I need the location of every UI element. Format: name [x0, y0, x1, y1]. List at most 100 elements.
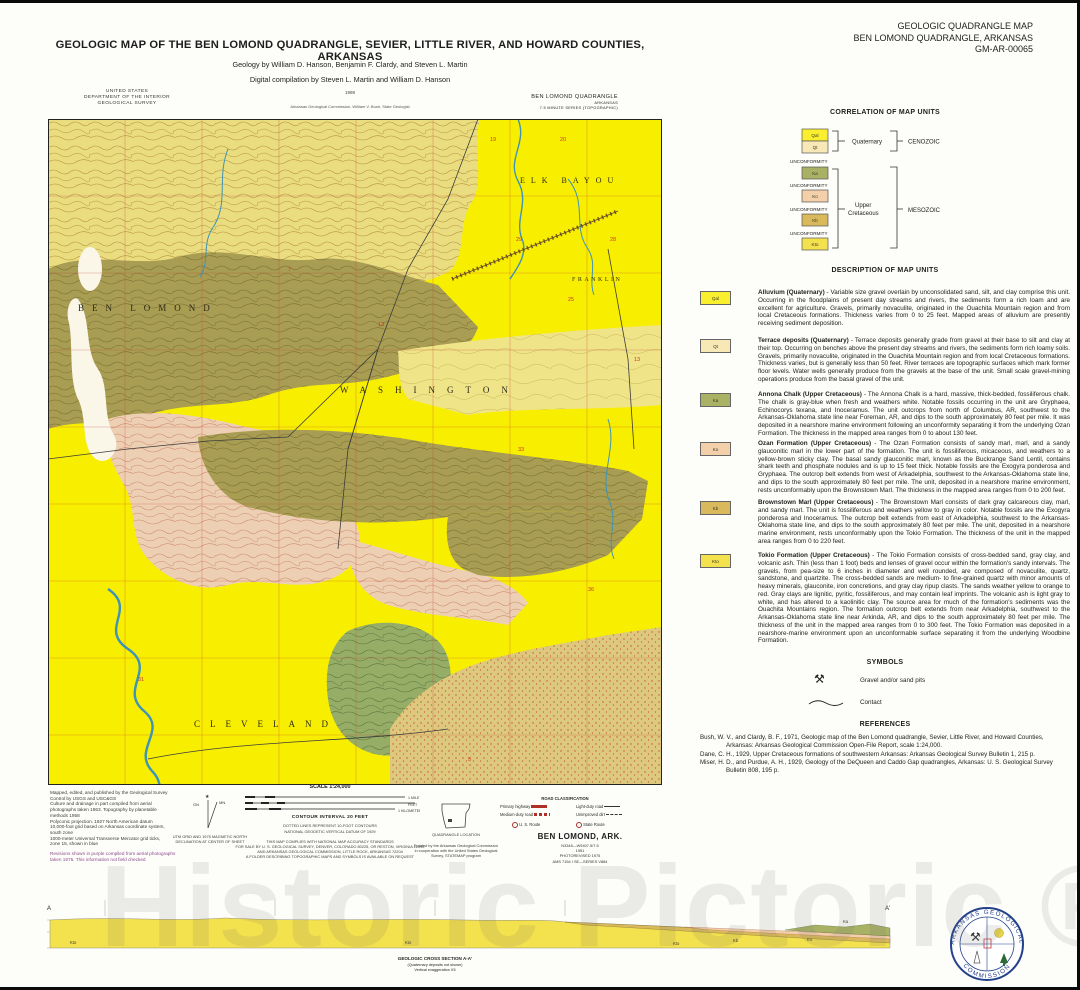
unit-text: Terrace deposits generally grade from gr… — [758, 337, 1070, 383]
svg-text:20: 20 — [560, 137, 566, 143]
seal-derrick-icon — [973, 950, 981, 964]
us-route-shield-icon — [512, 822, 518, 828]
road-class-medium: Medium-duty road — [500, 812, 551, 817]
road-classification-title: ROAD CLASSIFICATION — [541, 796, 589, 801]
railroad — [451, 209, 619, 281]
declination-diagram: ★ GN MN — [193, 794, 225, 829]
xs-station-ticks — [47, 900, 566, 949]
svg-text:Ko: Ko — [807, 937, 813, 942]
corr-box-ka — [801, 166, 829, 180]
svg-text:5: 5 — [468, 757, 471, 763]
xs-unit-labels: Kto Kto Kto Kb Ko Ka — [70, 919, 849, 946]
unit-swatch-kto: Kto — [700, 554, 731, 568]
unit-text: The Tokio Formation consists of cross-be… — [758, 552, 1070, 645]
svg-text:Vertical exaggeration X5: Vertical exaggeration X5 — [414, 968, 455, 972]
streams — [107, 119, 615, 785]
scale-feet-label: FEET — [408, 803, 418, 807]
svg-text:Kto: Kto — [405, 940, 412, 945]
brownstown-ext-contours — [446, 511, 642, 577]
swatch-code: Qt — [713, 343, 718, 349]
dotted-contour-note: DOTTED LINES REPRESENT 10-FOOT CONTOURS — [283, 823, 377, 828]
unit-name: Alluvium (Quaternary) — [758, 289, 825, 296]
unconformity-labels: UNCONFORMITY UNCONFORMITY UNCONFORMITY U… — [790, 159, 828, 236]
magnetic-north-label: MN — [219, 800, 225, 805]
svg-text:UNCONFORMITY: UNCONFORMITY — [790, 231, 828, 236]
svg-text:28: 28 — [610, 237, 616, 243]
unit-swatch-ko: Ko — [700, 442, 731, 456]
svg-text:Kto: Kto — [673, 941, 680, 946]
arkansas-geological-commission-seal: ARKANSAS GEOLOGICAL COMMISSION ⚒ — [949, 907, 1024, 981]
xs-label-a-prime: A' — [885, 906, 890, 912]
agency-header: UNITED STATES DEPARTMENT OF THE INTERIOR… — [52, 89, 202, 108]
gravel-pits-label: Gravel and/or sand pits — [860, 677, 926, 684]
unit-text: The Brownstown Marl consists of dark gra… — [758, 499, 1070, 545]
revision-notes: Revisions shown in purple compiled from … — [50, 851, 176, 862]
unit-description: Brownstown Marl (Upper Cretaceous) - The… — [758, 499, 1070, 545]
contact-line-icon — [808, 700, 844, 706]
funding-note: Funded by the Arkansas Geological Commis… — [414, 843, 498, 858]
svg-text:Kto: Kto — [70, 940, 77, 945]
svg-text:7: 7 — [288, 267, 291, 273]
map-year: 1998 — [344, 90, 355, 95]
primary-road-symbol — [531, 805, 548, 809]
svg-text:UNCONFORMITY: UNCONFORMITY — [790, 183, 828, 188]
scale-km-label: 1 KILOMETER — [398, 809, 420, 813]
quad-header-line: BEN LOMOND QUADRANGLE — [531, 94, 618, 100]
arkansas-outline-icon — [441, 803, 471, 829]
svg-text:UNCONFORMITY: UNCONFORMITY — [790, 207, 828, 212]
agency-line: UNITED STATES — [105, 89, 149, 94]
xs-brownstown-band — [564, 921, 891, 944]
svg-text:13: 13 — [634, 357, 640, 363]
section-grid — [48, 119, 662, 785]
quad-header-line: ARKANSAS — [594, 100, 618, 105]
corr-box-kto — [801, 237, 829, 251]
brownstown-contours — [48, 252, 478, 429]
declination-note: UTM GRID AND 1975 MAGNETIC NORTH DECLINA… — [172, 834, 248, 844]
label-elk-bayou: ELK BAYOU — [520, 176, 619, 185]
svg-text:33: 33 — [518, 447, 524, 453]
scale-mile-label: 1 MILE — [408, 796, 420, 800]
sheet-id: N3345—W9407.5/7.5 1951 PHOTOREVISED 1975… — [552, 843, 608, 864]
road-class-primary: Primary highway — [500, 804, 548, 809]
swatch-code: Ka — [712, 397, 719, 403]
unit-description: Ozan Formation (Upper Cretaceous) - The … — [758, 440, 1070, 494]
corr-brackets — [832, 130, 903, 249]
crossed-hammers-icon: ⚒ — [814, 672, 825, 686]
era-cenozoic: CENOZOIC — [908, 140, 940, 146]
seal-quartz-icon — [994, 928, 1004, 938]
swatch-code: Ko — [712, 446, 719, 452]
label-ben-lomond: BEN LOMOND — [78, 303, 218, 313]
seal-tree-icon — [1000, 953, 1008, 966]
agency-line: DEPARTMENT OF THE INTERIOR — [83, 95, 170, 101]
state-route-shield-icon — [576, 822, 582, 828]
reference-item: Miser, H. D., and Purdue, A. H., 1929, G… — [700, 759, 1053, 775]
road-class-unimproved: Unimproved dirt — [576, 812, 623, 817]
unit-name: Ozan Formation (Upper Cretaceous) — [758, 440, 872, 447]
unit-name: Tokio Formation (Upper Cretaceous) — [758, 552, 870, 559]
svg-text:UNCONFORMITY: UNCONFORMITY — [790, 159, 828, 164]
compliance-note: THIS MAP COMPLIES WITH NATIONAL MAP ACCU… — [235, 839, 425, 859]
svg-text:12: 12 — [378, 322, 384, 328]
scale-label: SCALE 1:24,000 — [309, 784, 351, 790]
svg-text:(Quaternary deposits not shown: (Quaternary deposits not shown) — [407, 963, 463, 967]
production-notes: Mapped, edited, and published by the Geo… — [50, 790, 168, 847]
era-cretaceous: Cretaceous — [848, 211, 879, 217]
true-north-star-icon: ★ — [205, 794, 210, 800]
unit-swatch-qal: Qal — [700, 291, 731, 305]
label-cleveland: CLEVELAND — [194, 719, 338, 729]
cross-section: A A' 200 100 Sea level Kto Kto Kto Kb Ko… — [45, 900, 891, 972]
quadrangle-header: BEN LOMOND QUADRANGLE ARKANSAS 7.5 MINUT… — [430, 94, 618, 110]
ozan-arm-contours — [347, 539, 528, 625]
sheet-name: BEN LOMOND, ARK. — [537, 832, 623, 841]
label-franklin: FRANKLIN — [572, 277, 622, 283]
unit-swatch-qt: Qt — [700, 339, 731, 353]
era-quaternary: Quaternary — [852, 140, 882, 146]
corr-box-qt — [801, 140, 829, 154]
swatch-code: Kto — [712, 558, 719, 564]
svg-text:Ko: Ko — [812, 194, 818, 199]
unit-description: Terrace deposits (Quaternary) - Terrace … — [758, 337, 1070, 383]
section-numbers: 19 20 29 28 25 12 7 13 33 36 31 5 — [138, 137, 640, 763]
svg-text:Ka: Ka — [812, 171, 818, 176]
symbols-title: SYMBOLS — [866, 659, 904, 666]
